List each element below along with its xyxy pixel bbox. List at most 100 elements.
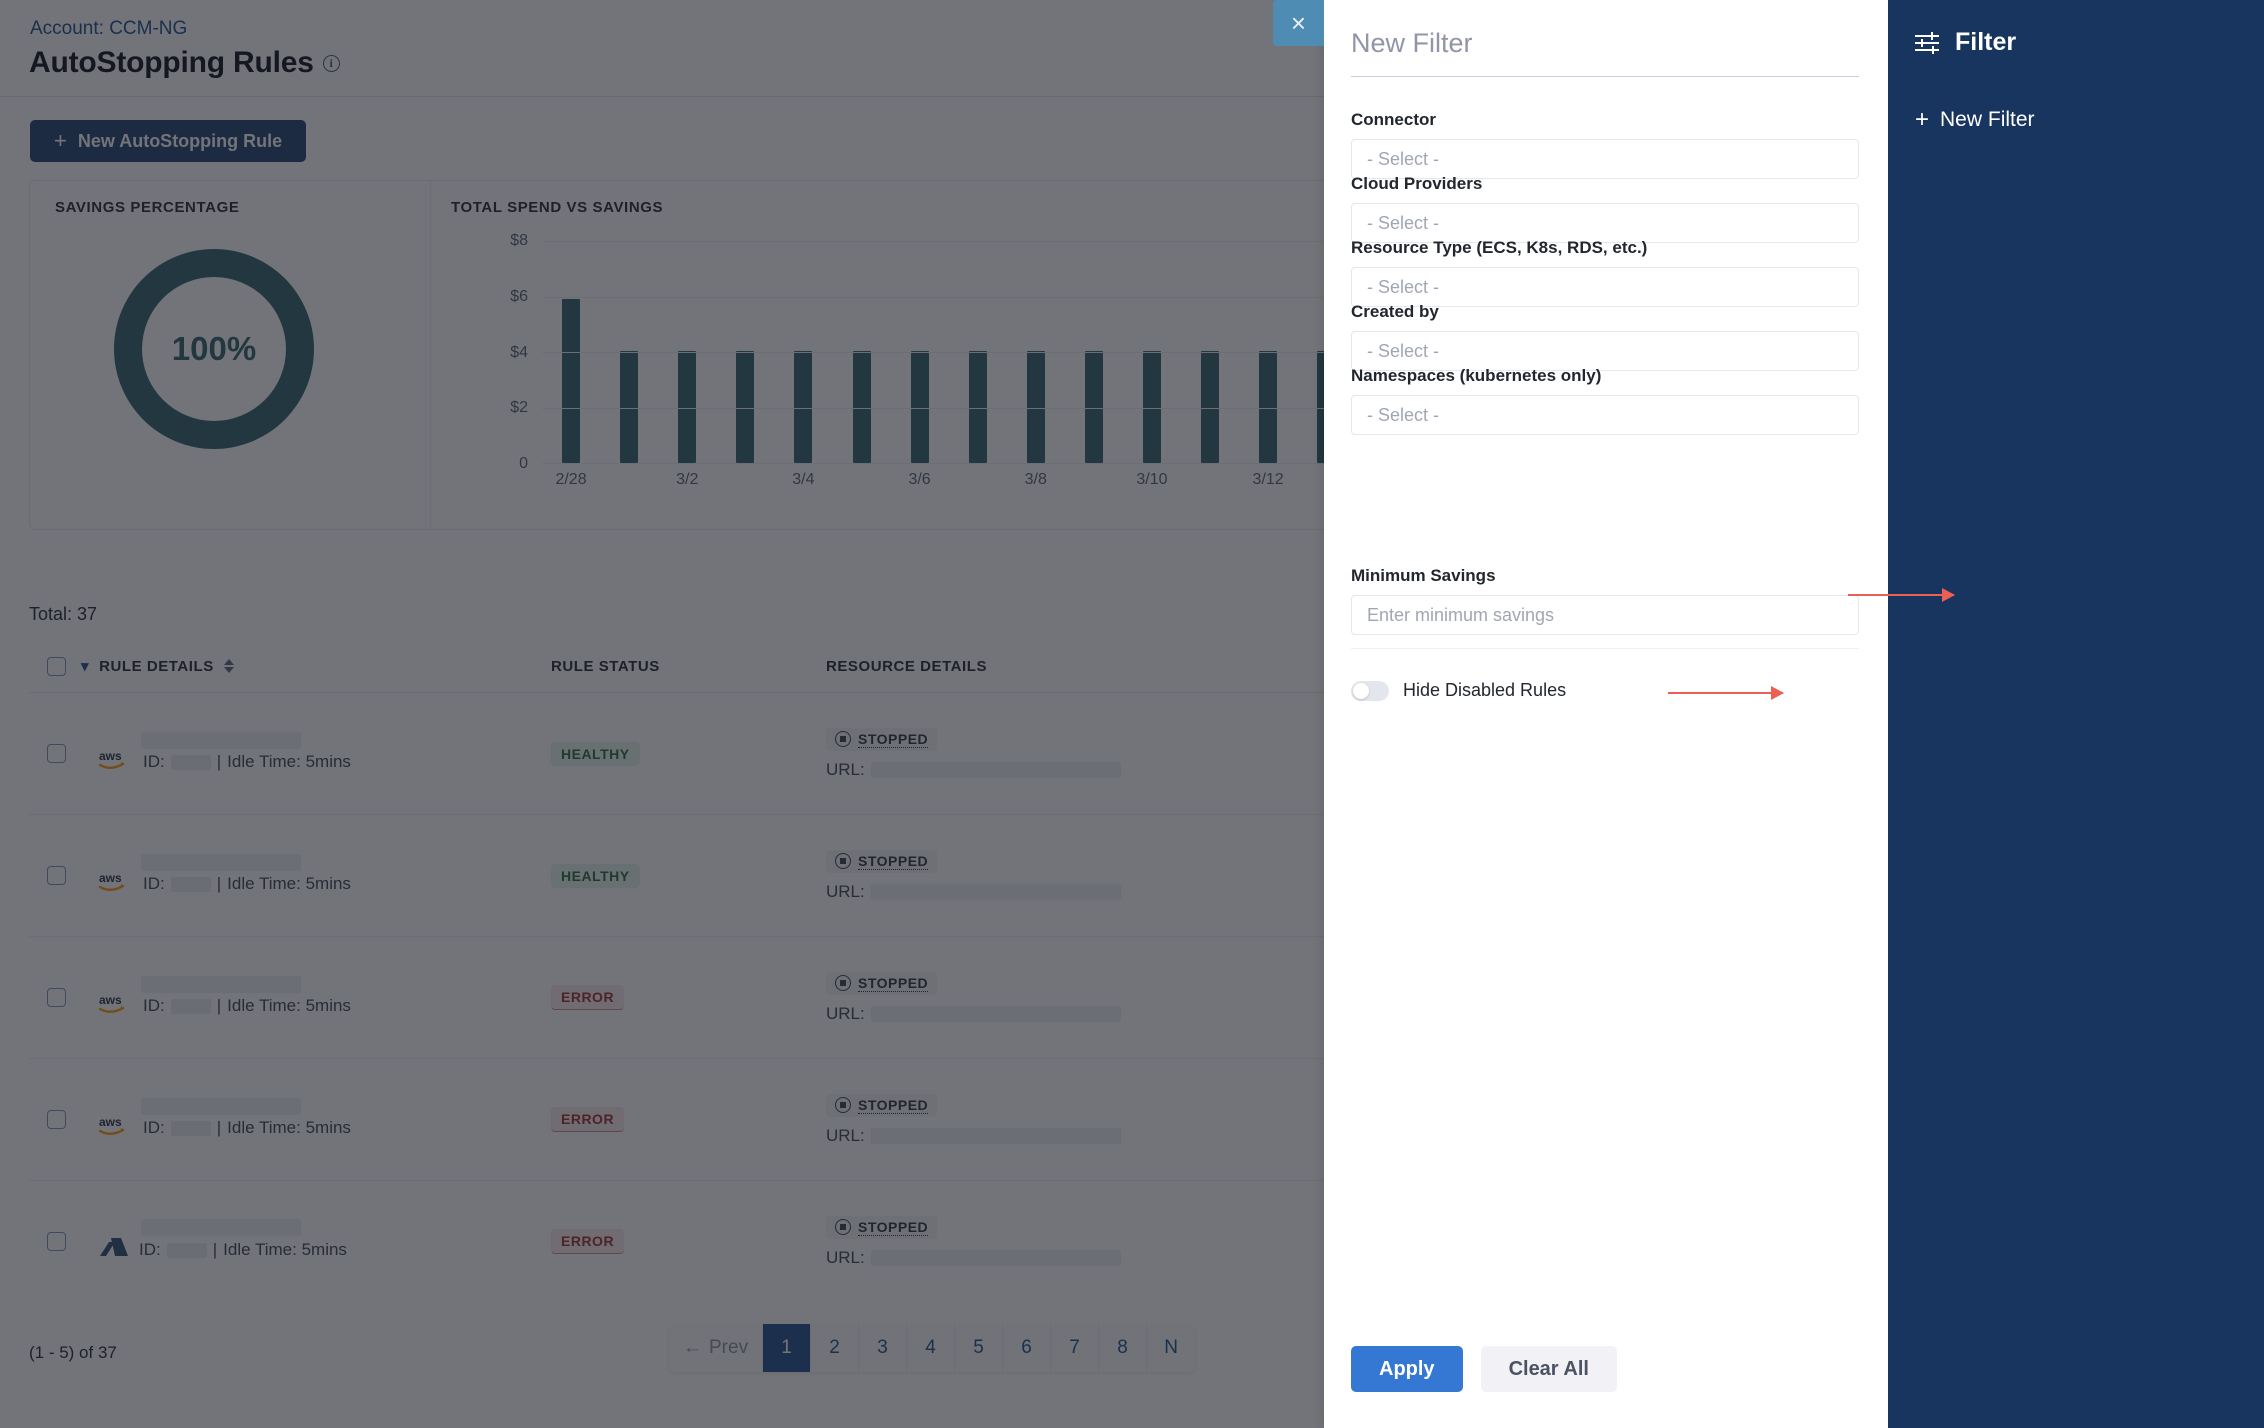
pagination-page-4[interactable]: 4 bbox=[907, 1324, 956, 1372]
stopped-icon bbox=[835, 853, 851, 869]
resource-state-label: STOPPED bbox=[858, 974, 929, 992]
rule-details-cell: ID: | Idle Time: 5mins bbox=[81, 1218, 551, 1265]
chart-x-tick: 2/28 bbox=[555, 471, 587, 488]
chart-x-tick: 3/4 bbox=[792, 471, 815, 488]
pagination-prev[interactable]: ← Prev bbox=[669, 1324, 764, 1372]
resource-url: URL: bbox=[826, 1004, 1266, 1024]
column-rule-details[interactable]: ▾ RULE DETAILS bbox=[81, 657, 551, 675]
status-badge[interactable]: HEALTHY bbox=[551, 741, 640, 766]
clear-all-button[interactable]: Clear All bbox=[1480, 1346, 1617, 1392]
chart-x-tick: 3/12 bbox=[1252, 471, 1284, 488]
pagination-page-6[interactable]: 6 bbox=[1003, 1324, 1052, 1372]
filter-select[interactable]: - Select - bbox=[1351, 203, 1859, 243]
filter-select[interactable]: - Select - bbox=[1351, 331, 1859, 371]
stopped-icon bbox=[835, 975, 851, 991]
rule-id-redacted bbox=[170, 876, 211, 892]
new-autostopping-rule-button[interactable]: + New AutoStopping Rule bbox=[30, 120, 307, 162]
drawer-title[interactable]: New Filter bbox=[1351, 28, 1473, 58]
rule-id-label: ID: bbox=[143, 1118, 165, 1137]
savings-percentage-label: SAVINGS PERCENTAGE bbox=[55, 199, 240, 216]
row-checkbox[interactable] bbox=[47, 1232, 66, 1251]
row-checkbox[interactable] bbox=[47, 1110, 66, 1129]
column-rule-status-label: RULE STATUS bbox=[551, 657, 660, 675]
prev-label: Prev bbox=[709, 1337, 749, 1358]
aws-icon: aws bbox=[98, 993, 133, 1020]
info-icon[interactable]: i bbox=[322, 54, 340, 72]
column-rule-details-label: RULE DETAILS bbox=[99, 657, 214, 675]
filter-label: Connector bbox=[1351, 110, 1436, 129]
row-checkbox[interactable] bbox=[47, 744, 66, 763]
row-checkbox[interactable] bbox=[47, 988, 66, 1007]
filter-rail-title: Filter bbox=[1915, 28, 2016, 57]
total-count-label: Total: 37 bbox=[29, 604, 98, 624]
rule-id-redacted bbox=[170, 1120, 211, 1136]
new-filter-drawer: New Filter Connector - Select - Cloud Prov… bbox=[1324, 0, 1888, 1428]
aws-icon: aws bbox=[98, 1115, 133, 1142]
account-breadcrumb[interactable]: Account: CCM-NG bbox=[30, 18, 188, 39]
status-badge[interactable]: ERROR bbox=[551, 1229, 625, 1254]
hide-disabled-rules-toggle[interactable] bbox=[1351, 680, 1389, 701]
drawer-separator bbox=[1351, 648, 1859, 649]
pagination-page-2[interactable]: 2 bbox=[811, 1324, 860, 1372]
status-badge[interactable]: ERROR bbox=[551, 985, 625, 1010]
row-select-cell bbox=[29, 988, 81, 1007]
resource-details-cell: STOPPED URL: bbox=[826, 727, 1266, 780]
close-drawer-button[interactable]: × bbox=[1273, 0, 1324, 46]
rule-details-cell: aws ID: | Idle Time: 5mins bbox=[81, 1097, 551, 1142]
pagination-page-7[interactable]: 7 bbox=[1051, 1324, 1100, 1372]
resource-details-cell: STOPPED URL: bbox=[826, 1215, 1266, 1268]
hide-disabled-rules-row[interactable]: Hide Disabled Rules bbox=[1351, 680, 1566, 701]
url-label: URL: bbox=[826, 759, 865, 779]
rule-meta: aws ID: | Idle Time: 5mins bbox=[98, 871, 551, 898]
filter-group-1: Cloud Providers - Select - bbox=[1351, 174, 1859, 243]
filter-group-4: Namespaces (kubernetes only) - Select - bbox=[1351, 366, 1859, 435]
status-badge[interactable]: ERROR bbox=[551, 1107, 625, 1132]
filter-select[interactable]: - Select - bbox=[1351, 139, 1859, 179]
aws-icon: aws bbox=[98, 871, 133, 898]
resource-state[interactable]: STOPPED bbox=[826, 727, 938, 751]
resource-state-label: STOPPED bbox=[858, 852, 929, 870]
resource-state[interactable]: STOPPED bbox=[826, 971, 938, 995]
rule-meta: ID: | Idle Time: 5mins bbox=[99, 1236, 551, 1265]
rule-status-cell: HEALTHY bbox=[551, 741, 826, 766]
apply-button[interactable]: Apply bbox=[1351, 1346, 1463, 1392]
rule-name-redacted bbox=[141, 1218, 301, 1236]
pager[interactable]: ← Prev 1 2 3 4 5 6 7 8 N bbox=[669, 1324, 1196, 1372]
pagination-next[interactable]: N bbox=[1147, 1324, 1196, 1372]
chart-bar[interactable] bbox=[562, 299, 581, 463]
resource-state[interactable]: STOPPED bbox=[826, 1093, 938, 1117]
resource-state[interactable]: STOPPED bbox=[826, 849, 938, 873]
plus-icon: + bbox=[1915, 106, 1930, 133]
rule-idle-time: Idle Time: 5mins bbox=[227, 996, 351, 1015]
filter-select[interactable]: - Select - bbox=[1351, 267, 1859, 307]
select-all-checkbox[interactable] bbox=[47, 656, 66, 676]
chevron-down-icon[interactable]: ▾ bbox=[81, 658, 90, 675]
rule-separator: | bbox=[212, 1240, 218, 1259]
pagination-page-3[interactable]: 3 bbox=[859, 1324, 908, 1372]
rule-idle-time: Idle Time: 5mins bbox=[227, 1118, 351, 1137]
pagination-page-5[interactable]: 5 bbox=[955, 1324, 1004, 1372]
rule-separator: | bbox=[216, 1118, 222, 1137]
row-checkbox[interactable] bbox=[47, 866, 66, 885]
url-label: URL: bbox=[826, 881, 865, 901]
url-label: URL: bbox=[826, 1247, 865, 1267]
rail-new-filter-button[interactable]: + New Filter bbox=[1915, 108, 2035, 132]
pagination-page-1[interactable]: 1 bbox=[763, 1324, 812, 1372]
resource-url: URL: bbox=[826, 760, 1266, 780]
filter-label: Resource Type (ECS, K8s, RDS, etc.) bbox=[1351, 238, 1648, 257]
resource-url: URL: bbox=[826, 882, 1266, 902]
rule-name-redacted bbox=[141, 1097, 301, 1115]
sliders-icon bbox=[1915, 31, 1939, 54]
minimum-savings-input[interactable]: Enter minimum savings bbox=[1351, 595, 1859, 635]
pagination-page-8[interactable]: 8 bbox=[1099, 1324, 1148, 1372]
azure-icon bbox=[99, 1236, 129, 1265]
annotation-arrow-minimum-savings bbox=[1848, 594, 1954, 596]
filter-select[interactable]: - Select - bbox=[1351, 395, 1859, 435]
resource-state[interactable]: STOPPED bbox=[826, 1215, 938, 1239]
rule-status-cell: ERROR bbox=[551, 985, 826, 1010]
chart-y-tick: $6 bbox=[510, 287, 528, 305]
sort-icon[interactable] bbox=[223, 659, 234, 673]
status-badge[interactable]: HEALTHY bbox=[551, 863, 640, 888]
minimum-savings-group: Minimum Savings Enter minimum savings bbox=[1351, 566, 1859, 635]
